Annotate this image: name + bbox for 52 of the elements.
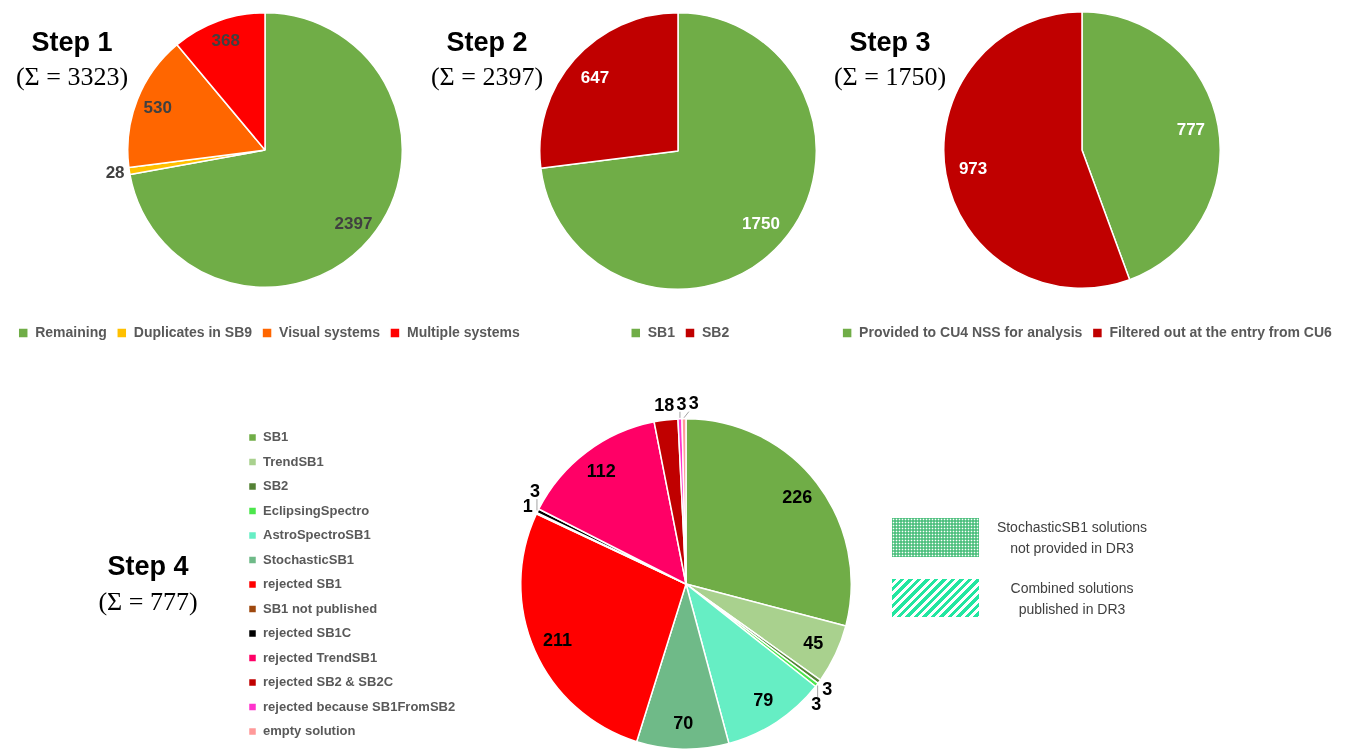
text: Step 4	[106, 551, 190, 581]
data-label: 777	[1176, 120, 1206, 140]
legend-label: SB1	[263, 429, 289, 445]
data-label: 3	[822, 679, 833, 700]
legend-label: Visual systems	[279, 323, 381, 340]
legend-label: rejected SB1C	[263, 625, 352, 641]
text: (Σ = 3323)	[14, 62, 130, 91]
data-label: 3	[530, 480, 541, 501]
text: Combined solutions published in DR3	[1009, 579, 1135, 619]
legend-label: SB2	[263, 478, 289, 494]
legend-label: Remaining	[35, 323, 107, 340]
legend-label: rejected TrendSB1	[263, 649, 378, 665]
legend-label: AstroSpectroSB1	[263, 527, 371, 543]
data-label: 973	[958, 159, 988, 179]
data-label: 530	[143, 97, 172, 117]
data-label: 211	[542, 629, 572, 650]
text: Step 2	[445, 27, 529, 57]
data-label: 28	[105, 162, 125, 182]
data-label: 45	[803, 632, 824, 653]
legend-label: StochasticSB1	[263, 551, 355, 567]
legend-label: empty solution	[263, 723, 356, 739]
data-label: 3	[811, 693, 822, 714]
data-label: 1	[522, 496, 533, 517]
legend-label: SB1	[647, 323, 676, 340]
data-label: 79	[753, 690, 774, 711]
legend-label: Filtered out at the entry from CU6	[1109, 323, 1333, 340]
legend-label: Provided to CU4 NSS for analysis	[859, 323, 1083, 340]
data-label: 70	[673, 713, 694, 734]
legend-label: rejected SB1	[263, 576, 342, 592]
text: StochasticSB1 solutions not provided in DR3	[995, 518, 1149, 558]
data-label: 226	[782, 487, 813, 508]
text: (Σ = 1750)	[832, 62, 948, 91]
data-label: 1750	[742, 213, 780, 233]
text: (Σ = 2397)	[429, 62, 545, 91]
legend-label: rejected because SB1FromSB2	[263, 698, 456, 714]
data-label: 112	[586, 460, 616, 481]
data-label: 368	[211, 31, 240, 51]
data-label: 3	[676, 393, 687, 414]
data-label: 18	[654, 394, 675, 415]
legend-label: SB2	[702, 323, 730, 340]
text: Step 3	[848, 27, 932, 57]
data-label: 2397	[334, 213, 373, 233]
legend-label: Multiple systems	[406, 323, 520, 340]
legend-label: SB1 not published	[263, 600, 378, 616]
text: Step 1	[30, 27, 114, 57]
legend-label: EclipsingSpectro	[263, 502, 370, 518]
text: (Σ = 777)	[97, 587, 199, 616]
data-label: 647	[580, 67, 610, 87]
legend-label: rejected SB2 & SB2C	[263, 674, 394, 690]
data-label: 3	[688, 393, 699, 414]
legend-label: Duplicates in SB9	[133, 323, 253, 340]
legend-label: TrendSB1	[263, 453, 324, 469]
